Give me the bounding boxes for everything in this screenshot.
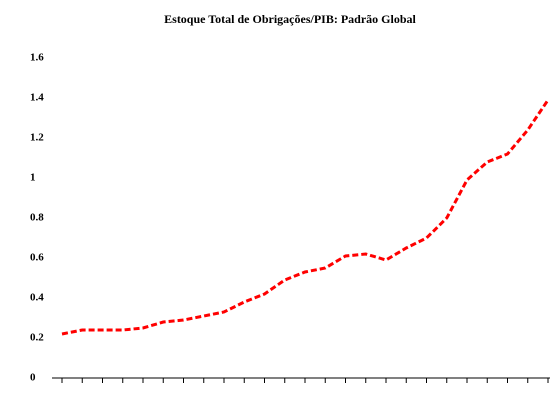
y-tick-label: 1.4 bbox=[30, 92, 44, 104]
y-tick-label: 0.4 bbox=[30, 292, 44, 304]
data-line bbox=[61, 99, 550, 336]
y-tick-label: 1.6 bbox=[30, 52, 44, 64]
y-tick-label: 1 bbox=[30, 172, 36, 184]
y-tick-label: 0 bbox=[30, 372, 36, 384]
y-tick-label: 1.2 bbox=[30, 132, 44, 144]
chart-title: Estoque Total de Obrigações/PIB: Padrão … bbox=[164, 12, 416, 26]
y-tick-label: 0.6 bbox=[30, 252, 44, 264]
y-tick-label: 0.2 bbox=[30, 332, 44, 344]
y-tick-label: 0.8 bbox=[30, 212, 44, 224]
